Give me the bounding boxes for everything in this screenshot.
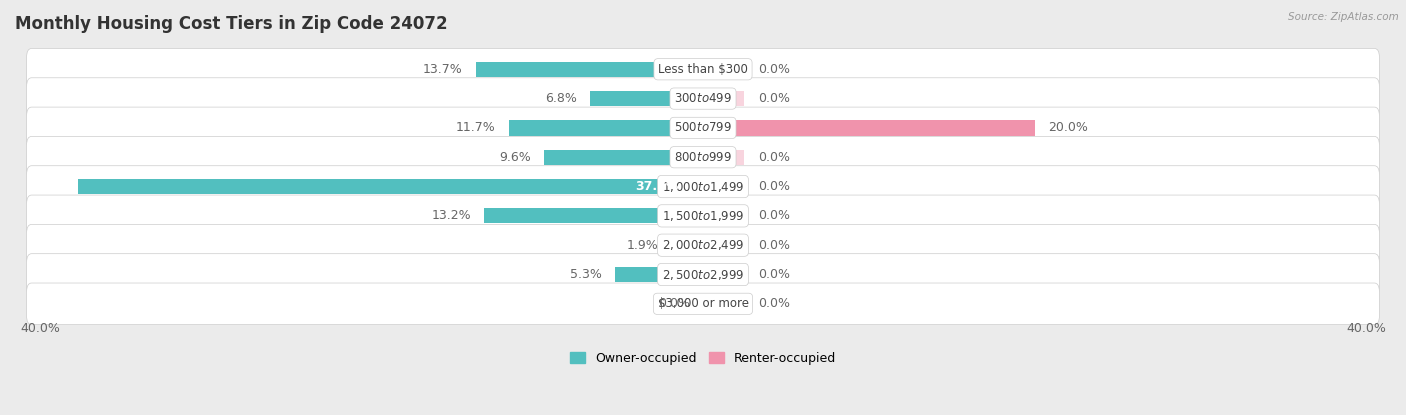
Bar xyxy=(703,120,1035,136)
Bar xyxy=(703,296,744,311)
Text: 0.0%: 0.0% xyxy=(758,297,790,310)
Text: $2,500 to $2,999: $2,500 to $2,999 xyxy=(662,268,744,281)
Text: 0.0%: 0.0% xyxy=(758,239,790,251)
Text: 0.0%: 0.0% xyxy=(658,297,690,310)
Text: 6.8%: 6.8% xyxy=(546,92,576,105)
FancyBboxPatch shape xyxy=(27,283,1379,325)
Text: 20.0%: 20.0% xyxy=(1047,122,1088,134)
FancyBboxPatch shape xyxy=(27,78,1379,120)
Text: 0.0%: 0.0% xyxy=(758,92,790,105)
Text: 13.7%: 13.7% xyxy=(423,63,463,76)
Text: Source: ZipAtlas.com: Source: ZipAtlas.com xyxy=(1288,12,1399,22)
Bar xyxy=(703,150,744,165)
FancyBboxPatch shape xyxy=(27,225,1379,266)
Text: $500 to $799: $500 to $799 xyxy=(673,122,733,134)
FancyBboxPatch shape xyxy=(27,49,1379,90)
FancyBboxPatch shape xyxy=(27,166,1379,208)
Legend: Owner-occupied, Renter-occupied: Owner-occupied, Renter-occupied xyxy=(565,347,841,370)
Text: 40.0%: 40.0% xyxy=(1346,322,1386,335)
Text: $800 to $999: $800 to $999 xyxy=(673,151,733,164)
Text: 9.6%: 9.6% xyxy=(499,151,530,164)
Text: Monthly Housing Cost Tiers in Zip Code 24072: Monthly Housing Cost Tiers in Zip Code 2… xyxy=(15,15,447,33)
Bar xyxy=(703,237,744,253)
Text: $1,000 to $1,499: $1,000 to $1,499 xyxy=(662,180,744,193)
Bar xyxy=(703,91,744,106)
FancyBboxPatch shape xyxy=(27,107,1379,149)
Text: 5.3%: 5.3% xyxy=(569,268,602,281)
Text: Less than $300: Less than $300 xyxy=(658,63,748,76)
Text: 11.7%: 11.7% xyxy=(456,122,496,134)
Text: $1,500 to $1,999: $1,500 to $1,999 xyxy=(662,209,744,223)
Text: 0.0%: 0.0% xyxy=(758,210,790,222)
FancyBboxPatch shape xyxy=(27,254,1379,295)
Bar xyxy=(703,179,744,194)
Bar xyxy=(484,208,703,224)
Bar xyxy=(703,267,744,282)
Text: $3,000 or more: $3,000 or more xyxy=(658,297,748,310)
Bar xyxy=(475,62,703,77)
Text: 0.0%: 0.0% xyxy=(758,180,790,193)
Bar xyxy=(703,62,744,77)
Bar xyxy=(544,150,703,165)
Text: $2,000 to $2,499: $2,000 to $2,499 xyxy=(662,238,744,252)
Bar xyxy=(509,120,703,136)
Text: 0.0%: 0.0% xyxy=(758,63,790,76)
Text: 40.0%: 40.0% xyxy=(20,322,60,335)
Text: $300 to $499: $300 to $499 xyxy=(673,92,733,105)
Bar xyxy=(703,208,744,224)
FancyBboxPatch shape xyxy=(27,195,1379,237)
Bar xyxy=(616,267,703,282)
Text: 1.9%: 1.9% xyxy=(627,239,658,251)
FancyBboxPatch shape xyxy=(27,137,1379,178)
Text: 0.0%: 0.0% xyxy=(758,268,790,281)
Text: 37.7%: 37.7% xyxy=(634,180,678,193)
Text: 13.2%: 13.2% xyxy=(432,210,471,222)
Text: 0.0%: 0.0% xyxy=(758,151,790,164)
Bar xyxy=(77,179,703,194)
Bar xyxy=(672,237,703,253)
Bar xyxy=(591,91,703,106)
